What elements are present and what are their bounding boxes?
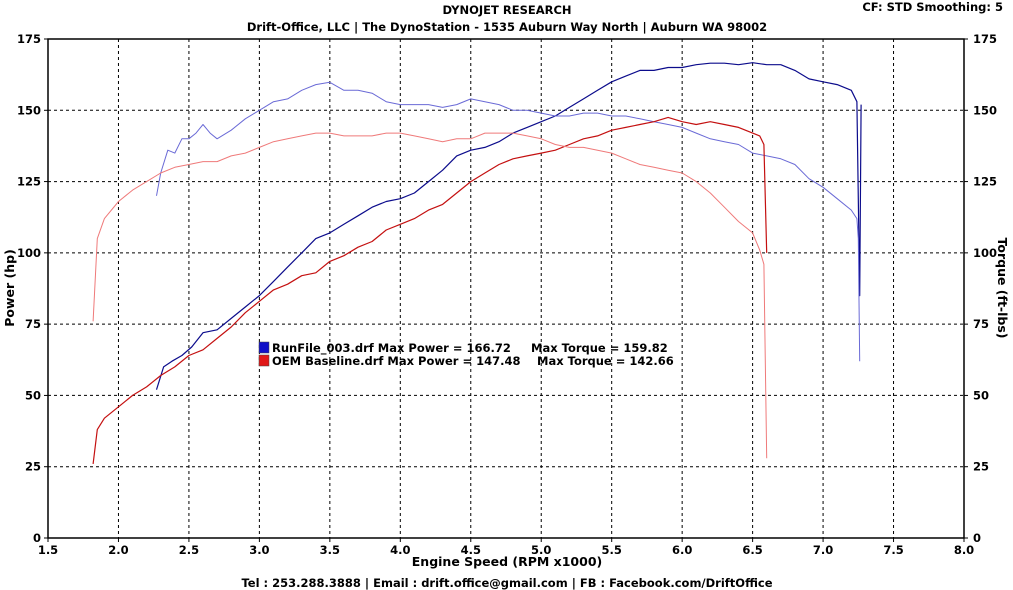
y2-axis-label: Torque (ft-lbs) [995, 238, 1010, 339]
x-tick-label: 6.5 [742, 543, 762, 557]
y-tick-label: 100 [17, 246, 41, 260]
series-line-runfile-torque [156, 81, 861, 362]
y2-tick-label: 125 [973, 175, 997, 189]
y-axis-label: Power (hp) [2, 249, 17, 327]
legend-torque-runfile: Max Torque = 159.82 [531, 341, 668, 355]
x-tick-label: 7.0 [813, 543, 833, 557]
y2-tick-label: 50 [973, 388, 989, 402]
plot-frame [47, 38, 965, 539]
x-tick-label: 8.0 [954, 543, 974, 557]
y2-tick-label: 100 [973, 246, 997, 260]
x-tick-label: 6.0 [672, 543, 692, 557]
legend: RunFile_003.drf Max Power = 166.72 Max T… [258, 341, 674, 368]
x-tick-label: 5.5 [602, 543, 622, 557]
series-line-oem-power [92, 116, 768, 464]
y2-tick-label: 25 [973, 460, 989, 474]
y-tick-label: 75 [25, 317, 41, 331]
settings-readout: CF: STD Smoothing: 5 [862, 0, 1003, 14]
y2-tick-label: 175 [973, 32, 997, 46]
dyno-curves [92, 62, 862, 464]
x-tick-label: 4.0 [390, 543, 410, 557]
grid-lines [48, 39, 964, 538]
y2-tick-label: 75 [973, 317, 989, 331]
axis-ticks: 1.5 2.0 2.5 3.0 3.5 4.0 4.5 5.0 5.5 6.0 6.5 7.0 7.5 8… [17, 32, 997, 557]
x-axis-label: Engine Speed (RPM x1000) [412, 554, 602, 569]
y-tick-label: 0 [33, 531, 41, 545]
chart-title: DYNOJET RESEARCH [442, 3, 571, 17]
x-tick-label: 3.0 [249, 543, 269, 557]
x-tick-label: 4.5 [461, 543, 481, 557]
y2-tick-label: 0 [973, 531, 981, 545]
x-tick-label: 2.0 [108, 543, 128, 557]
y-tick-label: 150 [17, 103, 41, 117]
y-tick-label: 50 [25, 388, 41, 402]
x-tick-label: 2.5 [179, 543, 199, 557]
x-tick-label: 1.5 [38, 543, 58, 557]
legend-torque-oem: Max Torque = 142.66 [537, 354, 674, 368]
y-tick-label: 25 [25, 460, 41, 474]
y-tick-label: 175 [17, 32, 41, 46]
footer-contact: Tel : 253.288.3888 | Email : drift.offic… [241, 576, 772, 590]
x-tick-label: 7.5 [883, 543, 903, 557]
y2-tick-label: 150 [973, 103, 997, 117]
y-tick-label: 125 [17, 175, 41, 189]
legend-swatch-runfile [258, 341, 270, 354]
x-tick-label: 3.5 [320, 543, 340, 557]
legend-entry-runfile: RunFile_003.drf Max Power = 166.72 [272, 341, 511, 356]
legend-entry-oem: OEM Baseline.drf Max Power = 147.48 [272, 354, 520, 368]
series-line-oem-torque [92, 132, 768, 459]
chart-subtitle: Drift-Office, LLC | The DynoStation - 15… [247, 20, 767, 34]
x-tick-label: 5.0 [531, 543, 551, 557]
legend-swatch-oem [258, 354, 270, 367]
